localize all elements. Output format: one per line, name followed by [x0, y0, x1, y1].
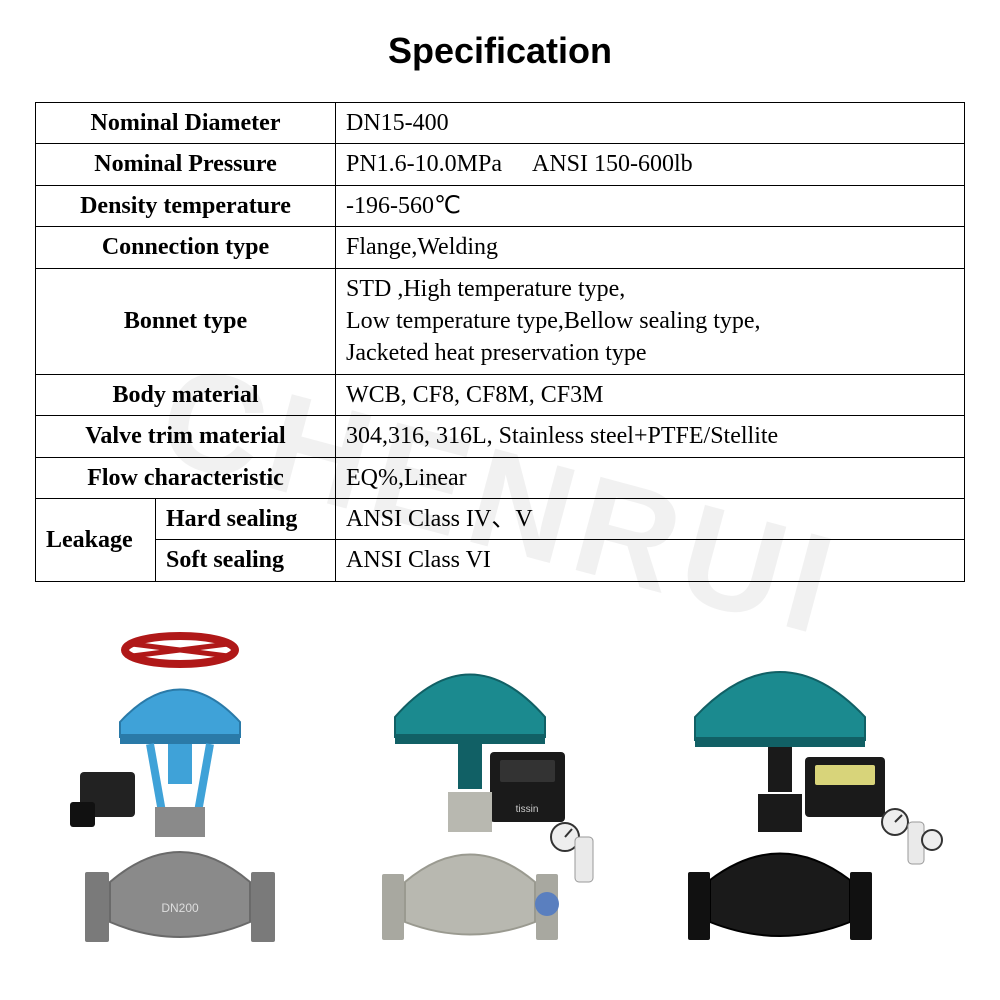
cell-label: Nominal Pressure — [36, 144, 336, 185]
table-row: Soft sealing ANSI Class VI — [36, 540, 965, 581]
specification-table: Nominal Diameter DN15-400 Nominal Pressu… — [35, 102, 965, 582]
table-row: Connection type Flange,Welding — [36, 227, 965, 268]
table-row: Leakage Hard sealing ANSI Class IV、V — [36, 498, 965, 539]
cell-value: PN1.6-10.0MPa ANSI 150-600lb — [336, 144, 965, 185]
cell-hard-sealing-value: ANSI Class IV、V — [336, 498, 965, 539]
cell-label: Flow characteristic — [36, 457, 336, 498]
content-area: Specification Nominal Diameter DN15-400 … — [0, 0, 1000, 982]
cell-value: WCB, CF8, CF8M, CF3M — [336, 374, 965, 415]
cell-label: Density temperature — [36, 185, 336, 226]
table-row: Bonnet type STD ,High temperature type, … — [36, 268, 965, 374]
table-row: Density temperature -196-560℃ — [36, 185, 965, 226]
cell-value: -196-560℃ — [336, 185, 965, 226]
table-row: Flow characteristic EQ%,Linear — [36, 457, 965, 498]
cell-leakage-label: Leakage — [36, 498, 156, 581]
cell-label: Nominal Diameter — [36, 103, 336, 144]
svg-text:DN200: DN200 — [161, 901, 199, 915]
cell-label: Connection type — [36, 227, 336, 268]
cell-soft-sealing-value: ANSI Class VI — [336, 540, 965, 581]
product-image-3 — [650, 622, 950, 962]
table-row: Valve trim material 304,316, 316L, Stain… — [36, 416, 965, 457]
cell-value: 304,316, 316L, Stainless steel+PTFE/Stel… — [336, 416, 965, 457]
table-row: Body material WCB, CF8, CF8M, CF3M — [36, 374, 965, 415]
page-title: Specification — [35, 30, 965, 72]
svg-text:tissin: tissin — [516, 804, 539, 815]
cell-soft-sealing-label: Soft sealing — [156, 540, 336, 581]
product-image-1: DN200 — [50, 622, 310, 962]
table-row: Nominal Pressure PN1.6-10.0MPa ANSI 150-… — [36, 144, 965, 185]
cell-label: Valve trim material — [36, 416, 336, 457]
cell-label: Body material — [36, 374, 336, 415]
product-image-2: tissin — [340, 622, 620, 962]
cell-value: DN15-400 — [336, 103, 965, 144]
product-images-row: DN200 tissin — [35, 602, 965, 962]
cell-value: STD ,High temperature type, Low temperat… — [336, 268, 965, 374]
cell-value: EQ%,Linear — [336, 457, 965, 498]
cell-value: Flange,Welding — [336, 227, 965, 268]
cell-label: Bonnet type — [36, 268, 336, 374]
table-row: Nominal Diameter DN15-400 — [36, 103, 965, 144]
cell-hard-sealing-label: Hard sealing — [156, 498, 336, 539]
